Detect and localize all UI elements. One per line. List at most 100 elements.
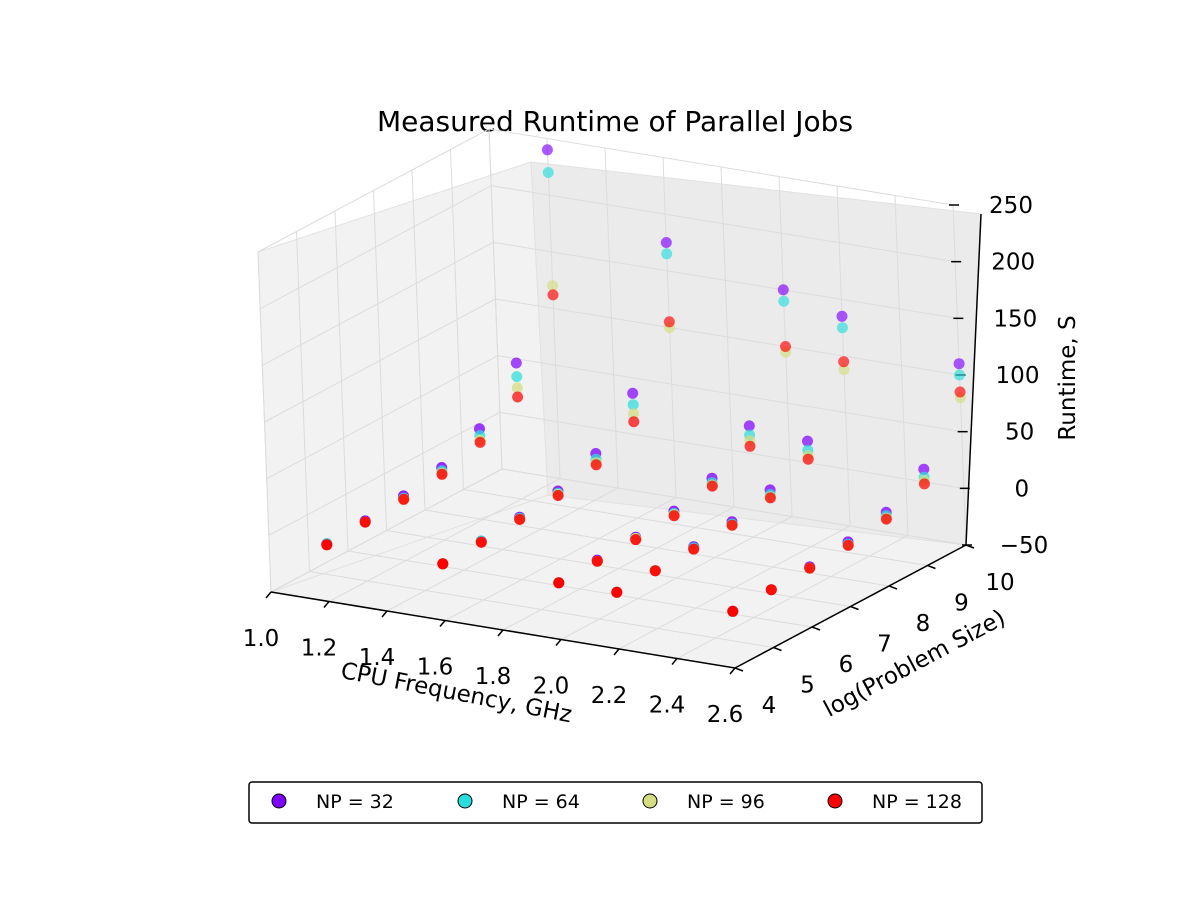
x-tick-label: 1.8 <box>475 664 512 690</box>
gridline <box>497 355 962 433</box>
y-tick-mark <box>927 564 936 570</box>
z-tick-label: 250 <box>989 193 1033 219</box>
y-tick-label: 10 <box>985 570 1014 596</box>
x-tick-mark <box>265 591 272 599</box>
legend-marker-np-64 <box>457 793 473 809</box>
axes-panes <box>257 161 982 669</box>
data-point-np-128 <box>802 453 814 465</box>
chart-title: Measured Runtime of Parallel Jobs <box>377 105 853 138</box>
legend-label-np-32: NP = 32 <box>316 791 394 813</box>
data-point-np-32 <box>510 357 522 369</box>
x-tick-label: 1.4 <box>359 645 396 671</box>
x-tick-mark <box>381 610 388 618</box>
gridline <box>501 468 967 546</box>
data-point-np-128 <box>552 490 564 501</box>
z-tick-label: 200 <box>991 250 1035 276</box>
y-tick-label: 9 <box>954 591 969 617</box>
data-point-np-96 <box>511 382 523 394</box>
z-axis-line <box>965 213 982 546</box>
legend-entry: NP = 96 <box>642 791 765 813</box>
legend-label-np-128: NP = 128 <box>872 791 962 813</box>
y-tick-mark <box>773 646 782 652</box>
data-point-np-64 <box>836 322 848 334</box>
data-point-np-128 <box>918 478 930 490</box>
legend-marker-np-96 <box>642 793 658 809</box>
legend-marker-np-128 <box>827 793 843 809</box>
data-point-np-128 <box>437 558 449 570</box>
data-point-np-128 <box>514 513 526 525</box>
data-point-np-128 <box>842 539 854 551</box>
x-ticks: 1.0 1.2 1.4 1.6 1.8 2.0 2.2 2.4 2.6 <box>243 591 744 728</box>
data-point-np-128 <box>475 536 487 548</box>
data-point-np-128 <box>727 605 739 617</box>
back-right-pane <box>530 161 982 546</box>
data-point-np-128 <box>765 584 777 596</box>
z-axis-label: Runtime, S <box>1055 315 1081 440</box>
y-tick-label: 8 <box>916 611 931 637</box>
data-point-np-128 <box>880 513 892 525</box>
y-tick-mark <box>850 605 859 611</box>
data-point-np-128 <box>804 562 816 574</box>
gridline <box>499 411 964 489</box>
data-point-np-64 <box>954 369 965 381</box>
x-tick-label: 2.4 <box>649 693 686 719</box>
y-tick-mark <box>888 585 898 590</box>
data-point-np-32 <box>777 284 789 296</box>
gridline <box>266 355 498 480</box>
y-tick-label: 4 <box>762 693 777 719</box>
x-tick-mark <box>439 620 446 627</box>
y-tick-mark <box>811 626 821 631</box>
x-tick-label: 1.2 <box>301 636 338 662</box>
gridline <box>424 509 890 587</box>
data-point-np-64 <box>778 295 790 307</box>
data-point-np-64 <box>511 371 523 383</box>
data-point-np-64 <box>542 167 554 178</box>
data-point-np-128 <box>359 516 371 528</box>
gridline <box>488 128 954 206</box>
data-point-np-128 <box>726 519 738 531</box>
gridline <box>309 571 774 648</box>
data-point-np-128 <box>838 356 850 368</box>
data-point-np-128 <box>663 316 675 328</box>
legend: NP = 32 NP = 64 NP = 96 NP = 128 <box>248 781 983 824</box>
data-point-np-32 <box>627 387 639 399</box>
x-tick-mark <box>323 601 330 608</box>
data-point-np-128 <box>649 565 661 577</box>
x-tick-label: 2.2 <box>591 683 628 709</box>
gridline <box>270 468 503 593</box>
data-point-np-128 <box>688 543 700 555</box>
y-tick-label: 7 <box>877 632 892 658</box>
y-tick-label: 6 <box>839 652 854 678</box>
data-points <box>321 144 966 617</box>
data-point-np-96 <box>547 280 559 292</box>
data-point-np-32 <box>953 358 965 370</box>
x-tick-label: 1.0 <box>243 626 280 652</box>
legend-entry: NP = 32 <box>271 791 394 813</box>
gridline <box>257 128 490 253</box>
gridline <box>259 185 492 310</box>
data-point-np-128 <box>954 386 966 398</box>
legend-label-np-96: NP = 96 <box>687 791 765 813</box>
legend-marker-np-32 <box>271 793 287 809</box>
data-point-np-32 <box>836 310 848 322</box>
data-point-np-32 <box>918 463 930 475</box>
legend-box <box>248 781 983 824</box>
x-tick-label: 2.6 <box>707 702 744 728</box>
data-point-np-96 <box>838 364 850 376</box>
y-tick-mark <box>734 667 744 672</box>
data-point-np-32 <box>743 420 755 432</box>
x-tick-mark <box>671 658 678 665</box>
data-point-np-128 <box>706 480 718 492</box>
gridline <box>493 241 958 319</box>
x-tick-label: 2.0 <box>533 674 570 700</box>
data-point-np-128 <box>764 492 776 504</box>
data-point-np-128 <box>611 586 623 598</box>
gridline <box>495 298 960 376</box>
data-point-np-128 <box>590 459 602 471</box>
z-ticks: −50 0 50 100 150 200 250 <box>949 193 1048 559</box>
data-point-np-128 <box>591 555 603 567</box>
gridline <box>262 241 494 366</box>
data-point-np-128 <box>628 416 640 428</box>
legend-label-np-64: NP = 64 <box>502 791 580 813</box>
